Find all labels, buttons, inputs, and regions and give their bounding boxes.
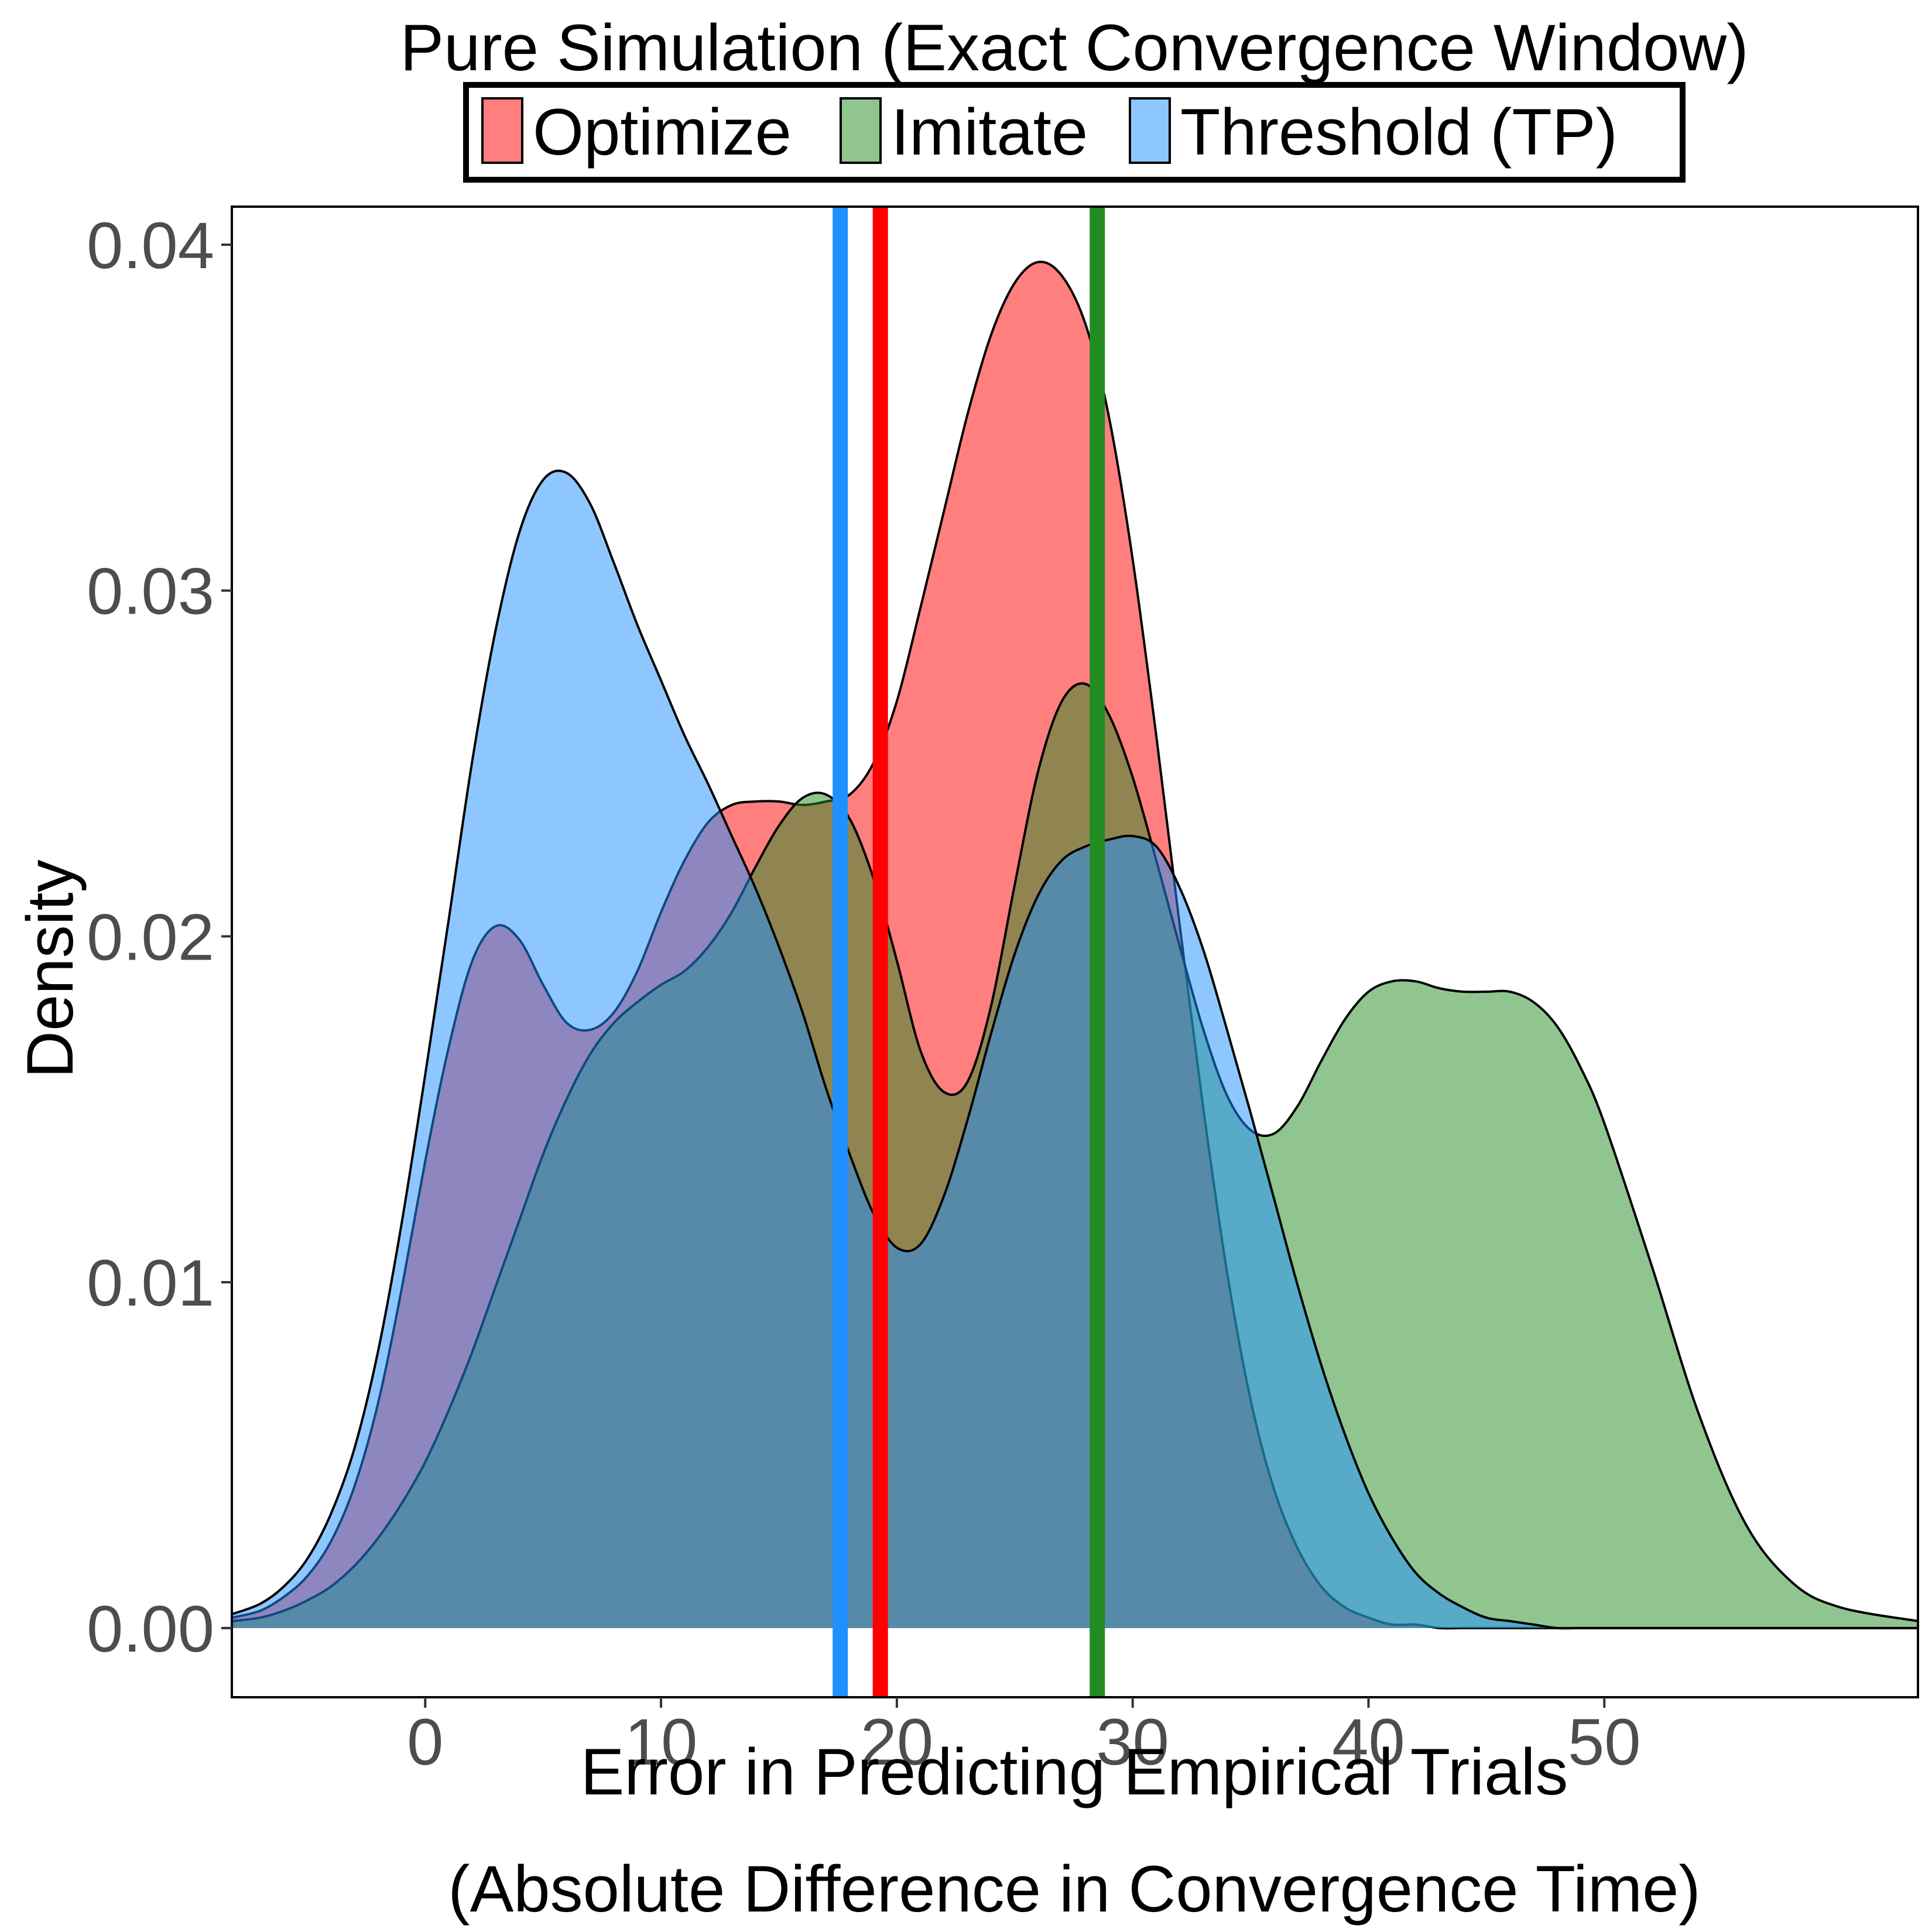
y-tick-label: 0.02 <box>87 900 214 974</box>
x-axis-label-line2: (Absolute Difference in Convergence Time… <box>448 1852 1700 1926</box>
chart-title: Pure Simulation (Exact Convergence Windo… <box>400 11 1748 84</box>
legend-label-optimize: Optimize <box>533 95 792 169</box>
legend-swatch-threshold-tp <box>1129 97 1171 164</box>
y-tick-label: 0.00 <box>87 1592 214 1666</box>
x-tick-label: 20 <box>861 1705 934 1779</box>
y-tick-label: 0.04 <box>87 209 214 282</box>
density-area-threshold-tp <box>232 471 1918 1629</box>
legend-label-threshold-tp: Threshold (TP) <box>1180 95 1618 169</box>
x-tick-label: 0 <box>407 1705 443 1779</box>
y-tick-label: 0.03 <box>87 555 214 628</box>
y-axis-label: Density <box>13 859 87 1078</box>
density-curves <box>232 261 1918 1630</box>
x-tick-label: 40 <box>1332 1705 1405 1779</box>
legend-swatch-optimize <box>481 97 523 164</box>
plot-area <box>231 205 1919 1698</box>
y-tick-label: 0.01 <box>87 1246 214 1320</box>
x-tick-label: 50 <box>1568 1705 1641 1779</box>
density-outline-threshold-tp <box>232 470 1918 1630</box>
legend-label-imitate: Imitate <box>891 95 1088 169</box>
legend-box <box>463 82 1686 183</box>
plot-border <box>231 205 1919 1698</box>
legend-swatch-imitate <box>840 97 882 164</box>
mean-lines <box>833 207 1105 1697</box>
y-axis: 0.00 0.01 0.02 0.03 0.04 <box>87 209 232 1666</box>
legend: Optimize Imitate Threshold (TP) <box>463 82 1686 183</box>
x-tick-label: 30 <box>1096 1705 1169 1779</box>
x-axis-label-line1: Error in Predicting Empirical Trials <box>581 1735 1568 1808</box>
x-axis: 0 10 20 30 40 50 <box>407 1697 1641 1779</box>
legend-items: Optimize Imitate Threshold (TP) <box>481 95 1618 169</box>
x-tick-label: 10 <box>625 1705 698 1779</box>
